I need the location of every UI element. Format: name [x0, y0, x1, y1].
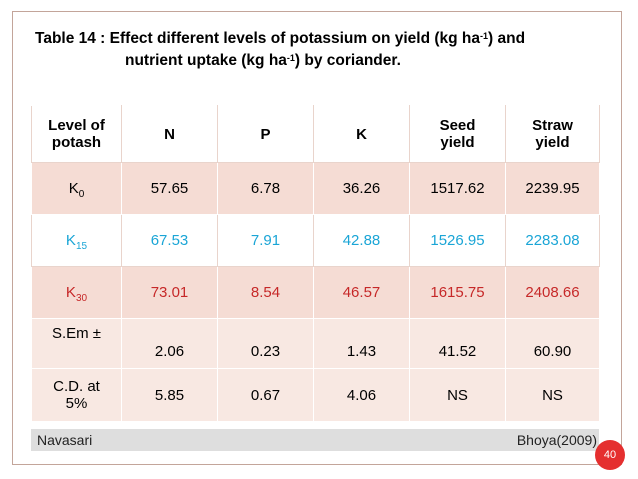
cell-seed-yield: NS	[409, 368, 506, 422]
cell-k: 42.88	[313, 214, 410, 267]
header-level-of-potash: Level of potash	[31, 105, 122, 163]
header-n: N	[121, 105, 218, 163]
footer-location: Navasari	[37, 432, 93, 448]
table-row-k0: K0 57.65 6.78 36.26 1517.62 2239.95	[31, 162, 600, 215]
row-label: C.D. at 5%	[31, 368, 122, 422]
title-line-2: nutrient uptake (kg ha-1) by coriander.	[125, 52, 401, 69]
cell-n: 2.06	[121, 318, 218, 369]
table-title: Table 14 : Effect different levels of po…	[35, 28, 615, 72]
header-seed-yield: Seed yield	[409, 105, 506, 163]
header-row: Level of potash N P K Seed yield Straw yiel…	[31, 105, 600, 163]
footer-bar: Navasari Bhoya(2009)	[31, 429, 599, 451]
header-straw-yield: Straw yield	[505, 105, 600, 163]
cell-k: 36.26	[313, 162, 410, 215]
cell-p: 6.78	[217, 162, 314, 215]
cell-k: 4.06	[313, 368, 410, 422]
cell-k: 1.43	[313, 318, 410, 369]
potassium-table: Level of potash N P K Seed yield Straw yiel…	[31, 105, 600, 422]
cell-seed-yield: 1615.75	[409, 266, 506, 319]
cell-n: 5.85	[121, 368, 218, 422]
title-line-1: Table 14 : Effect different levels of po…	[35, 30, 526, 47]
table-row-k30: K30 73.01 8.54 46.57 1615.75 2408.66	[31, 266, 600, 319]
cell-seed-yield: 41.52	[409, 318, 506, 369]
cell-seed-yield: 1526.95	[409, 214, 506, 267]
cell-n: 73.01	[121, 266, 218, 319]
cell-p: 0.23	[217, 318, 314, 369]
cell-p: 0.67	[217, 368, 314, 422]
cell-straw-yield: 2283.08	[505, 214, 600, 267]
cell-p: 7.91	[217, 214, 314, 267]
cell-p: 8.54	[217, 266, 314, 319]
cell-straw-yield: 2408.66	[505, 266, 600, 319]
cell-n: 67.53	[121, 214, 218, 267]
footer-citation: Bhoya(2009)	[516, 432, 597, 448]
slide-frame	[12, 11, 622, 465]
row-label: K30	[31, 266, 122, 319]
cell-straw-yield: 2239.95	[505, 162, 600, 215]
row-label: S.Em ±	[31, 318, 122, 369]
header-p: P	[217, 105, 314, 163]
row-label: K15	[31, 214, 122, 267]
cell-straw-yield: NS	[505, 368, 600, 422]
row-label: K0	[31, 162, 122, 215]
page-number-badge: 40	[595, 440, 625, 470]
cell-k: 46.57	[313, 266, 410, 319]
cell-seed-yield: 1517.62	[409, 162, 506, 215]
cell-n: 57.65	[121, 162, 218, 215]
table-row-k15: K15 67.53 7.91 42.88 1526.95 2283.08	[31, 214, 600, 267]
table-row-sem: S.Em ± 2.06 0.23 1.43 41.52 60.90	[31, 318, 600, 369]
header-k: K	[313, 105, 410, 163]
table-row-cd: C.D. at 5% 5.85 0.67 4.06 NS NS	[31, 368, 600, 422]
cell-straw-yield: 60.90	[505, 318, 600, 369]
